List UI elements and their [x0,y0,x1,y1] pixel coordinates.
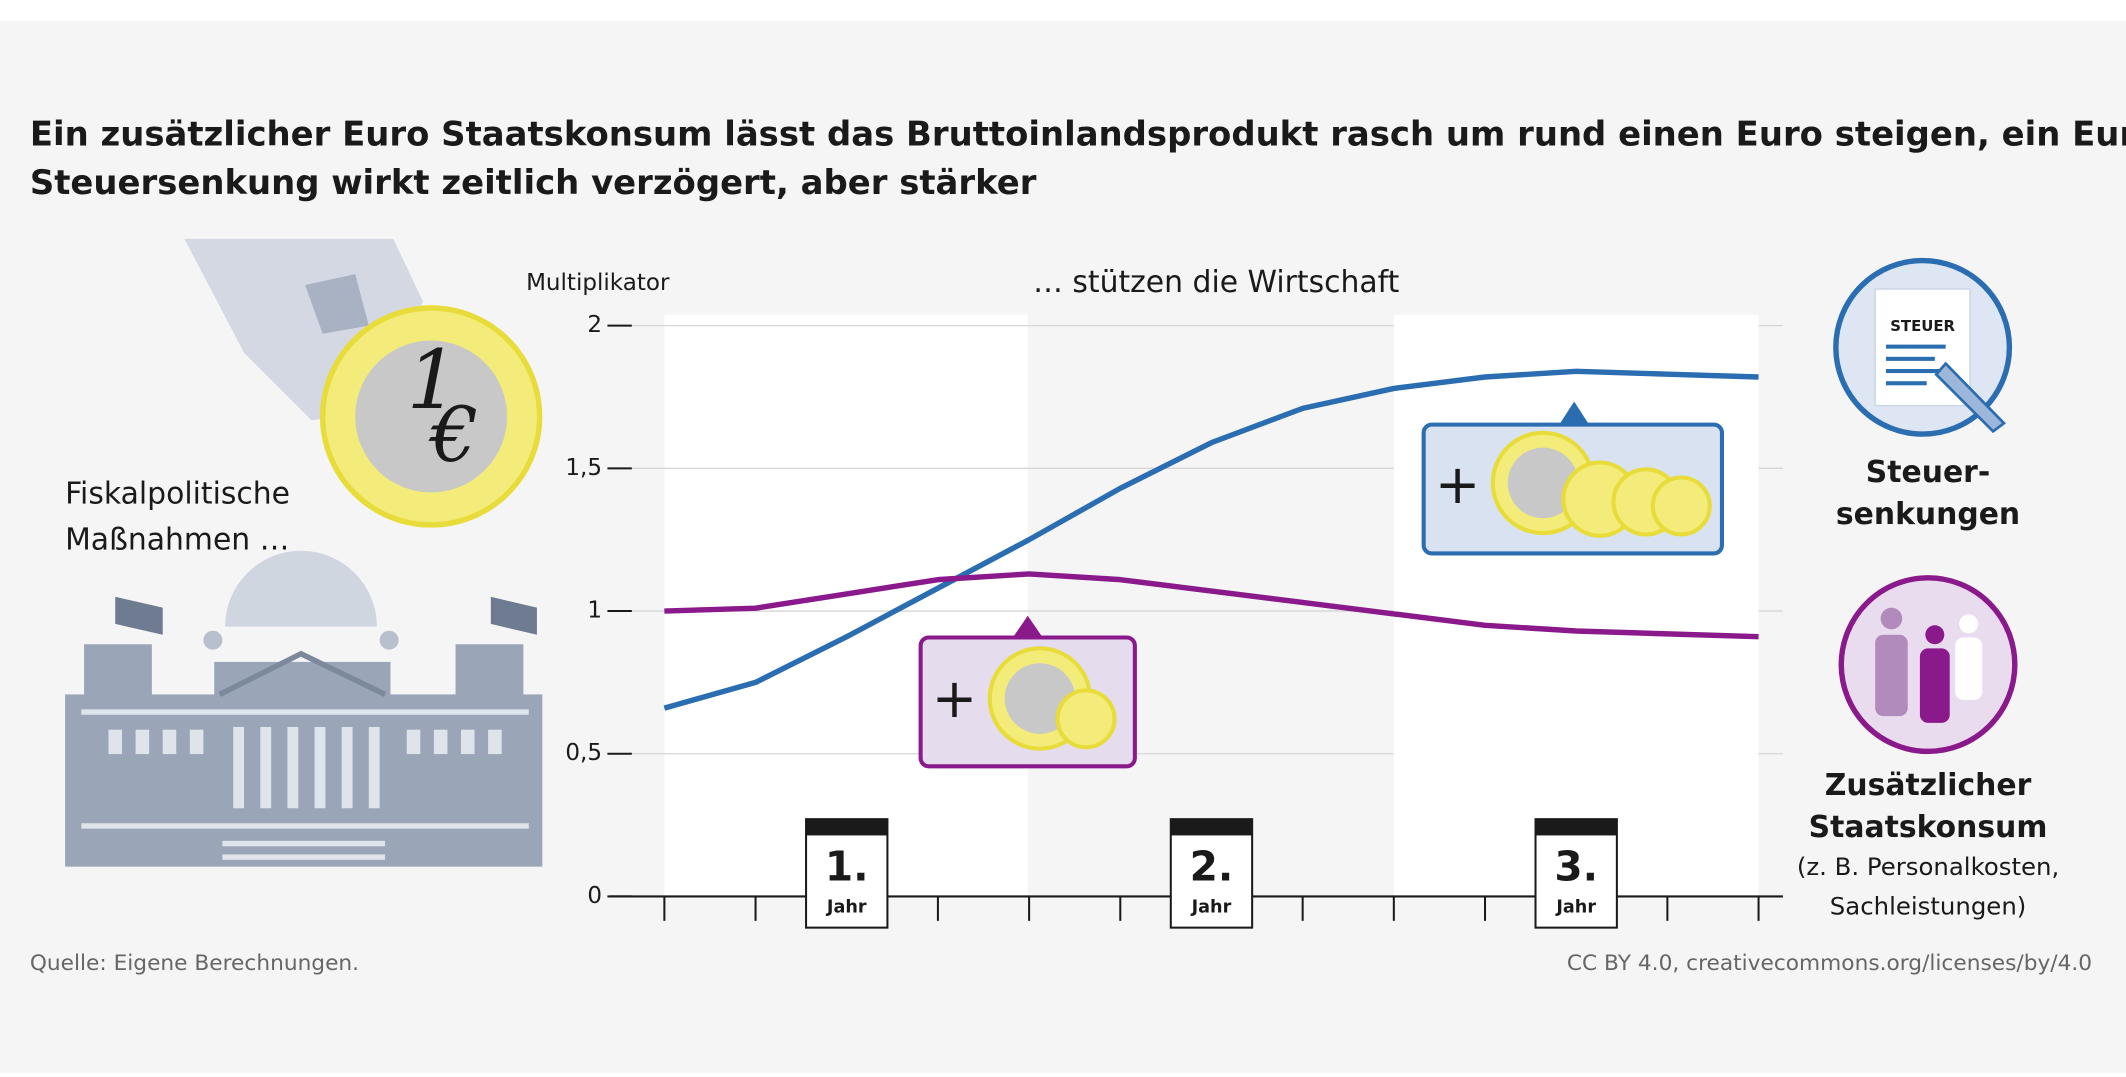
calendar-top [806,819,888,836]
people-icon [1838,575,2018,755]
svg-text:+: + [932,667,977,730]
source: Quelle: Eigene Berechnungen. [30,951,359,976]
year-number: 2. [1190,842,1234,890]
intro-text: Maßnahmen … [65,523,289,558]
year-number: 3. [1554,842,1598,890]
tax-icon: STEUER [1833,257,2013,437]
chart-title: Ein zusätzlicher Euro Staatskonsum lässt… [30,114,2126,202]
year-number: 1. [825,842,869,890]
year-unit: Jahr [1555,897,1596,917]
svg-text:€: € [428,391,478,479]
calendar-icon [1534,818,1618,929]
legend-note: Sachleistungen) [1830,891,2027,920]
stimulus-box: + [918,615,1137,769]
legend-label: Staatskonsum [1809,810,2048,845]
year-band [664,314,1028,897]
y-tick-label: 1 [587,598,602,624]
hand-coin-illustration: 1 € [184,238,543,528]
calendar-top [1535,819,1617,836]
svg-text:1: 1 [407,333,459,428]
chart-subtitle: … stützen die Wirtschaft [1033,265,1399,300]
calendar-icon [1169,818,1254,929]
icon-text: STEUER [1890,317,1955,335]
legend-label: senkungen [1836,497,2020,532]
license: CC BY 4.0, creativecommons.org/licenses/… [1567,951,2092,976]
y-axis-label: Multiplikator [526,270,670,296]
year-band [1393,314,1759,897]
intro-text: Fiskalpolitische [65,477,290,512]
legend-label: Steuer- [1866,455,1990,490]
series-line [664,571,1759,640]
year-unit: Jahr [1191,897,1232,917]
svg-text:+: + [1435,453,1480,516]
legend-note: (z. B. Personalkosten, [1797,852,2059,881]
y-tick-label: 0 [587,883,602,909]
y-tick-label: 0,5 [565,740,602,766]
building-illustration [65,550,543,867]
tax-box: + [1421,401,1724,556]
y-tick-label: 1,5 [565,455,602,481]
calendar-top [1170,819,1253,836]
year-unit: Jahr [826,897,867,917]
legend-label: Zusätzlicher [1825,768,2032,803]
calendar-icon [805,818,889,929]
series-line [663,368,1759,711]
y-tick-label: 2 [587,312,602,338]
